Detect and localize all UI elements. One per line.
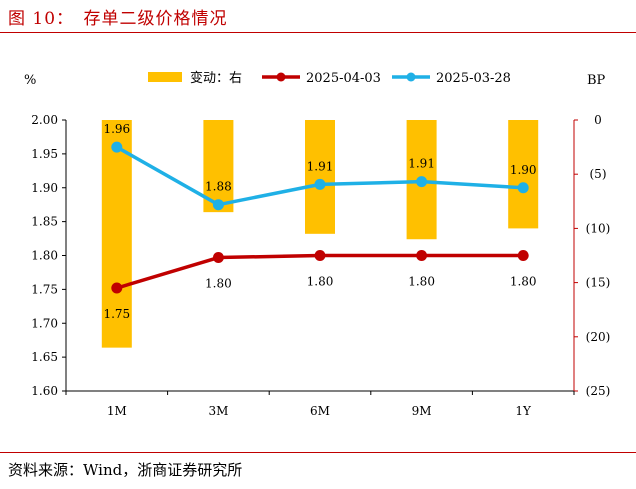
- right-tick-label: 0: [594, 113, 602, 127]
- left-tick-label: 1.60: [31, 384, 58, 398]
- data-label-2025-04-03-3M: 1.80: [205, 277, 232, 291]
- right-tick-label: (20): [586, 330, 611, 344]
- x-tick-label: 6M: [310, 404, 330, 418]
- data-label-2025-03-28-1Y: 1.90: [510, 163, 537, 177]
- data-label-2025-03-28-6M: 1.91: [307, 159, 334, 173]
- data-label-2025-04-03-1M: 1.75: [103, 307, 130, 321]
- legend-label-change: 变动：右: [190, 70, 242, 86]
- left-tick-label: 1.90: [31, 181, 58, 195]
- legend: 变动：右 2025-04-03 2025-03-28: [148, 70, 511, 86]
- left-tick-label: 1.85: [31, 215, 58, 229]
- data-label-2025-03-28-3M: 1.88: [205, 180, 232, 194]
- point-2025-03-28-9M: [416, 176, 428, 188]
- right-tick-label: (25): [586, 384, 611, 398]
- bar-6M: [305, 120, 335, 234]
- bar-3M: [203, 120, 234, 213]
- point-2025-04-03-1Y: [517, 250, 529, 261]
- legend-marker-0403: [276, 72, 286, 82]
- x-tick-label: 3M: [208, 404, 228, 418]
- left-tick-label: 2.00: [31, 113, 58, 127]
- point-2025-03-28-1M: [111, 141, 123, 153]
- legend-label-0328: 2025-03-28: [436, 71, 511, 86]
- title-rule: [0, 32, 636, 33]
- data-label-2025-04-03-9M: 1.80: [408, 275, 435, 289]
- point-2025-04-03-3M: [212, 252, 224, 264]
- legend-marker-0328: [406, 72, 416, 82]
- legend-label-0403: 2025-04-03: [306, 71, 381, 86]
- left-tick-label: 1.65: [31, 350, 58, 364]
- axes-group: 1.60 1.65 1.70 1.75 1.80 1.85 1.90 1.95 2.00 0 (5)…: [31, 113, 610, 418]
- left-tick-label: 1.80: [31, 249, 58, 263]
- data-label-2025-04-03-1Y: 1.80: [510, 275, 537, 289]
- left-tick-label: 1.95: [31, 147, 58, 161]
- right-tick-label: (15): [586, 276, 611, 290]
- x-tick-label: 9M: [412, 404, 432, 418]
- left-tick-label: 1.75: [31, 282, 58, 296]
- point-2025-03-28-1Y: [517, 182, 529, 194]
- right-axis-unit: BP: [587, 73, 606, 88]
- source-rule: [0, 452, 636, 453]
- data-label-2025-03-28-9M: 1.91: [408, 157, 435, 171]
- x-tick-label: 1M: [107, 404, 127, 418]
- bar-1M: [101, 120, 132, 348]
- bar-1Y: [508, 120, 539, 229]
- point-2025-03-28-6M: [314, 178, 326, 190]
- right-tick-label: (5): [590, 167, 607, 181]
- legend-swatch-change: [148, 72, 182, 82]
- right-tick-label: (10): [586, 221, 611, 235]
- left-tick-label: 1.70: [31, 316, 58, 330]
- point-2025-03-28-3M: [212, 199, 224, 211]
- lines-group: 1.75 1.80 1.80 1.80 1.80 1.96 1.88 1.91 1.91 1.90: [103, 122, 536, 321]
- point-2025-04-03-6M: [314, 250, 326, 261]
- source-note: 资料来源：Wind，浙商证券研究所: [8, 461, 243, 479]
- bars-group: [101, 120, 539, 348]
- data-label-2025-04-03-6M: 1.80: [307, 275, 334, 289]
- left-axis-unit: %: [24, 73, 36, 88]
- x-tick-label: 1Y: [515, 404, 532, 418]
- point-2025-04-03-1M: [111, 282, 123, 294]
- figure-title: 图 10： 存单二级价格情况: [8, 9, 228, 29]
- data-label-2025-03-28-1M: 1.96: [103, 122, 130, 136]
- point-2025-04-03-9M: [416, 250, 428, 261]
